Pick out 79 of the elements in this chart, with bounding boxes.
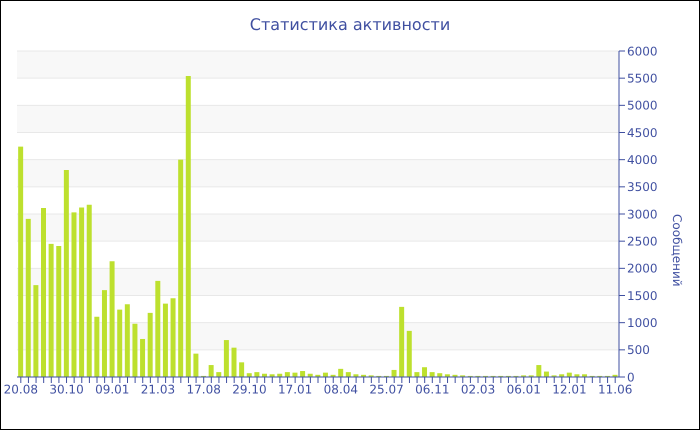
bar (208, 365, 214, 377)
bar (56, 246, 62, 377)
x-tick-label: 12.01 (552, 382, 587, 397)
bar (64, 170, 69, 377)
bar (94, 316, 100, 377)
bar (102, 290, 107, 377)
bar (544, 372, 549, 377)
bar (162, 304, 168, 377)
bar (346, 372, 351, 377)
y2-tick-label: 3500 (627, 180, 658, 194)
bar (117, 310, 122, 377)
y2-tick-label: 0 (627, 370, 635, 384)
x-tick-label: 06.01 (506, 382, 541, 397)
bar (79, 207, 84, 377)
bar (406, 330, 412, 377)
y2-tick-label: 5000 (627, 98, 658, 113)
bar (422, 367, 428, 377)
bar (110, 261, 115, 377)
bar (86, 204, 92, 377)
x-tick-label: 08.04 (324, 382, 358, 397)
y2-axis-title: Сообщений (670, 214, 684, 287)
bar (414, 372, 420, 377)
bar (170, 298, 176, 377)
y2-tick-label: 2000 (627, 262, 658, 276)
bar (232, 348, 237, 377)
bar (338, 368, 344, 377)
bar (437, 373, 442, 377)
bar (399, 306, 404, 377)
x-tick-label: 21.03 (140, 382, 176, 397)
bar (300, 371, 306, 377)
bar (48, 244, 54, 377)
y2-tick-label: 4500 (627, 126, 658, 140)
bar (536, 365, 542, 377)
y2-tick-label: 5500 (627, 71, 658, 86)
bar (246, 373, 252, 377)
bar (193, 354, 198, 377)
y2-tick-label: 1000 (627, 316, 658, 330)
x-tick-label: 17.01 (278, 382, 312, 397)
x-tick-label: 11.06 (598, 382, 632, 397)
bar (178, 160, 184, 377)
bar (41, 208, 46, 377)
bar (284, 372, 290, 377)
x-tick-label: 17.08 (186, 382, 221, 397)
bar (308, 374, 313, 377)
y2-tick-label: 1500 (627, 288, 658, 303)
bar (392, 370, 397, 377)
y2-tick-label: 6000 (627, 44, 658, 58)
bar (124, 304, 130, 377)
y2-tick-label: 2500 (627, 234, 658, 248)
chart-title: Статистика активности (248, 15, 452, 34)
bar (254, 372, 260, 377)
bar (132, 324, 138, 377)
bar (292, 372, 298, 377)
bar (71, 212, 76, 377)
y2-tick-label: 500 (627, 343, 650, 358)
bar (186, 76, 191, 377)
bar (239, 362, 244, 377)
bar (224, 340, 229, 377)
x-tick-label: 30.10 (49, 382, 84, 397)
bar (33, 285, 38, 377)
bar (216, 372, 222, 377)
x-tick-label: 29.10 (232, 382, 267, 397)
x-tick-label: 06.11 (415, 382, 450, 397)
bar (26, 218, 31, 377)
x-tick-label: 20.08 (4, 382, 38, 397)
bar (18, 146, 24, 377)
x-tick-label: 02.03 (460, 382, 496, 397)
bar (566, 372, 572, 377)
bar (277, 374, 282, 377)
y2-tick-label: 4000 (627, 152, 658, 167)
x-tick-label: 09.01 (95, 382, 130, 397)
bar (148, 312, 153, 377)
x-tick-label: 25.07 (369, 382, 404, 397)
bar (430, 372, 435, 377)
bar (155, 280, 160, 377)
bar (140, 338, 146, 377)
bar (322, 372, 328, 377)
bar (262, 374, 267, 377)
y2-tick-label: 3000 (627, 207, 658, 222)
